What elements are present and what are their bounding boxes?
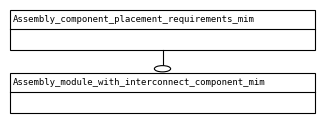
- Bar: [10, 72, 315, 112]
- Circle shape: [154, 66, 171, 72]
- Text: Assembly_module_with_interconnect_component_mim: Assembly_module_with_interconnect_compon…: [13, 78, 266, 87]
- Text: Assembly_component_placement_requirements_mim: Assembly_component_placement_requirement…: [13, 15, 255, 24]
- Bar: [10, 10, 315, 50]
